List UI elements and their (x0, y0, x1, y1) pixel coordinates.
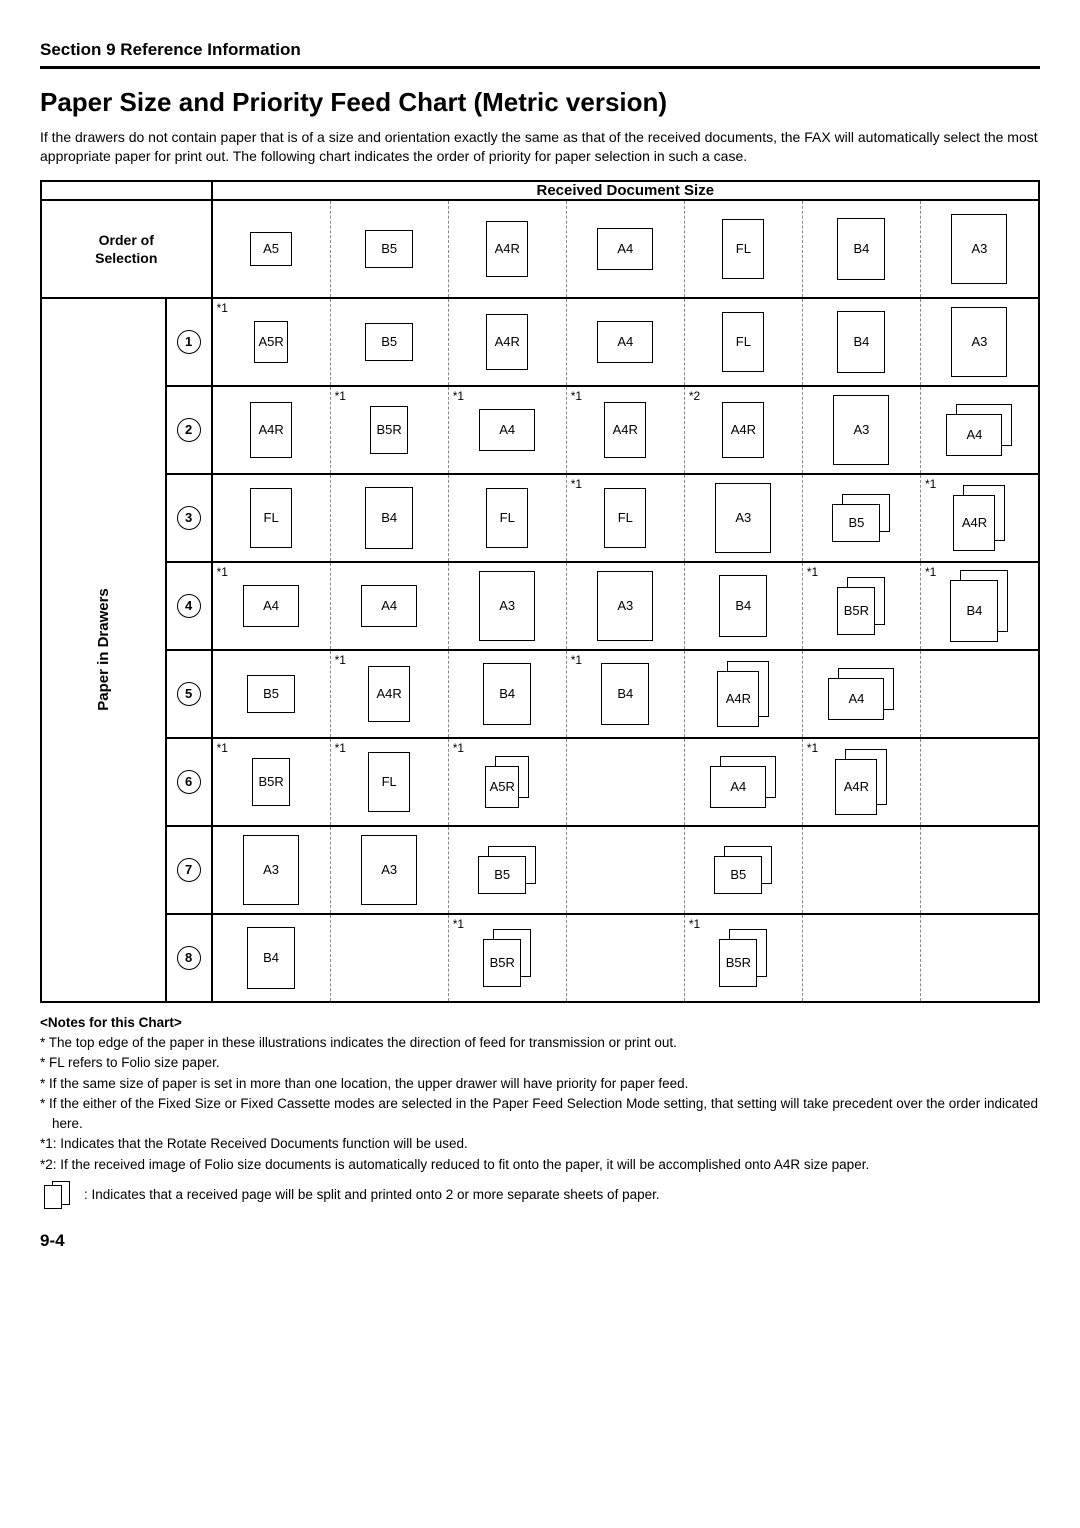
chart-cell: *1A4R (567, 387, 685, 473)
col-header-A5: A5 (213, 201, 331, 297)
col-header-A4R: A4R (449, 201, 567, 297)
chart-cell: FL (213, 475, 331, 561)
chart-cell: *1B5R (803, 563, 921, 649)
intro-text: If the drawers do not contain paper that… (40, 128, 1040, 166)
chart-notes: <Notes for this Chart> * The top edge of… (40, 1013, 1040, 1209)
chart-cell: A4R (213, 387, 331, 473)
chart-cell: B4 (213, 915, 331, 1001)
chart-cell: *1B4 (921, 563, 1038, 649)
note-line: *2: If the received image of Folio size … (40, 1155, 1040, 1175)
chart-cell: B5 (331, 299, 449, 385)
note-line: * FL refers to Folio size paper. (40, 1053, 1040, 1073)
chart-cell (803, 827, 921, 913)
chart-cell (567, 827, 685, 913)
chart-cell: *1FL (567, 475, 685, 561)
chart-cell: A3 (449, 563, 567, 649)
row-number: 1 (166, 298, 212, 386)
note-line: : Indicates that a received page will be… (84, 1185, 660, 1205)
paper-in-drawers-label: Paper in Drawers (41, 298, 166, 1002)
chart-cell (803, 915, 921, 1001)
col-header-B4: B4 (803, 201, 921, 297)
chart-cell (921, 739, 1038, 825)
chart-cell: *1A4R (331, 651, 449, 737)
chart-cell: B5 (803, 475, 921, 561)
chart-cell: B5 (685, 827, 803, 913)
chart-cell: *1A4 (213, 563, 331, 649)
chart-cell: B4 (449, 651, 567, 737)
chart-cell: A4 (685, 739, 803, 825)
chart-cell: *1A4 (449, 387, 567, 473)
notes-title: <Notes for this Chart> (40, 1013, 1040, 1033)
chart-cell: *1B4 (567, 651, 685, 737)
chart-cell: A4 (567, 299, 685, 385)
chart-cell: A4R (685, 651, 803, 737)
chart-cell: *1B5R (685, 915, 803, 1001)
chart-cell: A3 (567, 563, 685, 649)
chart-cell: *1B5R (213, 739, 331, 825)
chart-cell: B4 (685, 563, 803, 649)
split-legend-icon (44, 1181, 74, 1209)
chart-cell: FL (685, 299, 803, 385)
page-number: 9-4 (40, 1231, 1040, 1251)
chart-cell (567, 915, 685, 1001)
chart-cell: A3 (921, 299, 1038, 385)
chart-cell: B4 (803, 299, 921, 385)
chart-cell: A3 (213, 827, 331, 913)
note-line: * If the either of the Fixed Size or Fix… (40, 1094, 1040, 1135)
col-header-FL: FL (685, 201, 803, 297)
chart-cell (921, 651, 1038, 737)
chart-cell (567, 739, 685, 825)
chart-cell (921, 827, 1038, 913)
chart-cell: A3 (331, 827, 449, 913)
chart-cell: *1B5R (331, 387, 449, 473)
row-number: 8 (166, 914, 212, 1002)
chart-cell: *1A5R (449, 739, 567, 825)
chart-cell: A4R (449, 299, 567, 385)
col-header-A4: A4 (567, 201, 685, 297)
row-number: 5 (166, 650, 212, 738)
chart-cell: *1A5R (213, 299, 331, 385)
page-title: Paper Size and Priority Feed Chart (Metr… (40, 87, 1040, 118)
chart-cell: *1B5R (449, 915, 567, 1001)
chart-cell: B4 (331, 475, 449, 561)
chart-cell: *1A4R (803, 739, 921, 825)
note-line: *1: Indicates that the Rotate Received D… (40, 1134, 1040, 1154)
chart-cell: *2A4R (685, 387, 803, 473)
order-of-selection-header: Order ofSelection (41, 200, 212, 298)
priority-chart: Received Document Size Order ofSelection… (40, 180, 1040, 1003)
chart-cell: B5 (213, 651, 331, 737)
chart-cell: B5 (449, 827, 567, 913)
chart-cell: FL (449, 475, 567, 561)
row-number: 3 (166, 474, 212, 562)
row-number: 2 (166, 386, 212, 474)
chart-cell (331, 915, 449, 1001)
chart-cell: A3 (803, 387, 921, 473)
chart-cell: A4 (803, 651, 921, 737)
section-header: Section 9 Reference Information (40, 40, 1040, 69)
row-number: 7 (166, 826, 212, 914)
chart-cell: A4 (331, 563, 449, 649)
chart-cell: A4 (921, 387, 1038, 473)
row-number: 6 (166, 738, 212, 826)
received-doc-header: Received Document Size (212, 181, 1039, 200)
col-header-A3: A3 (921, 201, 1038, 297)
chart-cell (921, 915, 1038, 1001)
note-line: * If the same size of paper is set in mo… (40, 1074, 1040, 1094)
note-line: * The top edge of the paper in these ill… (40, 1033, 1040, 1053)
chart-cell: *1A4R (921, 475, 1038, 561)
chart-cell: *1FL (331, 739, 449, 825)
row-number: 4 (166, 562, 212, 650)
chart-cell: A3 (685, 475, 803, 561)
col-header-B5: B5 (331, 201, 449, 297)
